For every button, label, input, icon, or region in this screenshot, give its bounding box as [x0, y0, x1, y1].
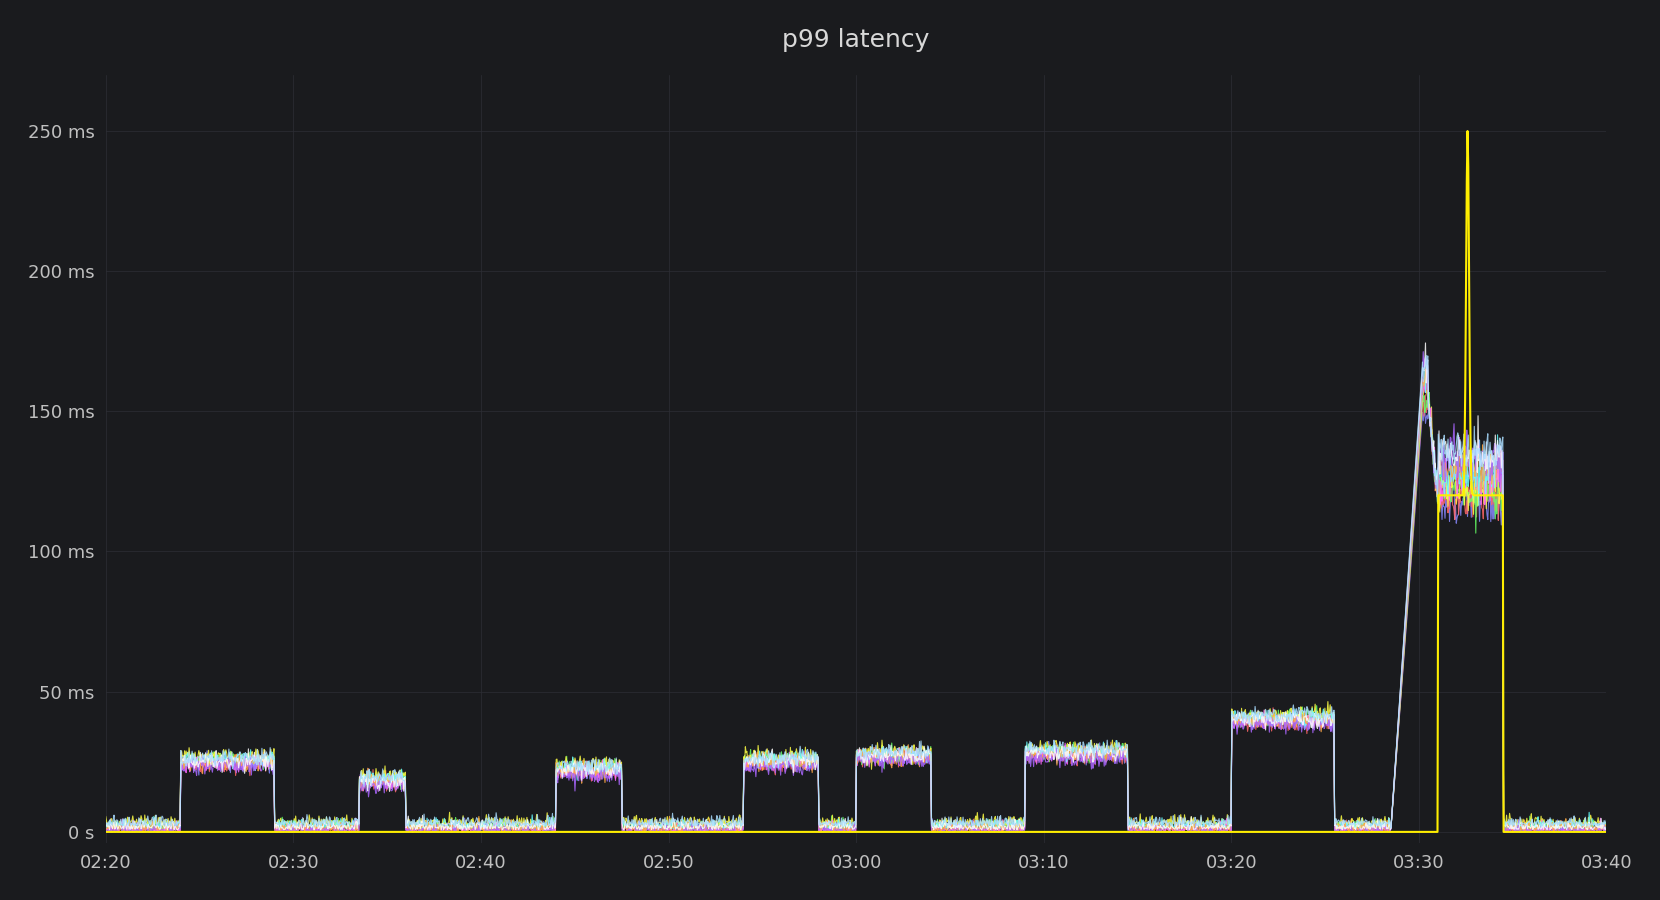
- Title: p99 latency: p99 latency: [782, 28, 930, 52]
